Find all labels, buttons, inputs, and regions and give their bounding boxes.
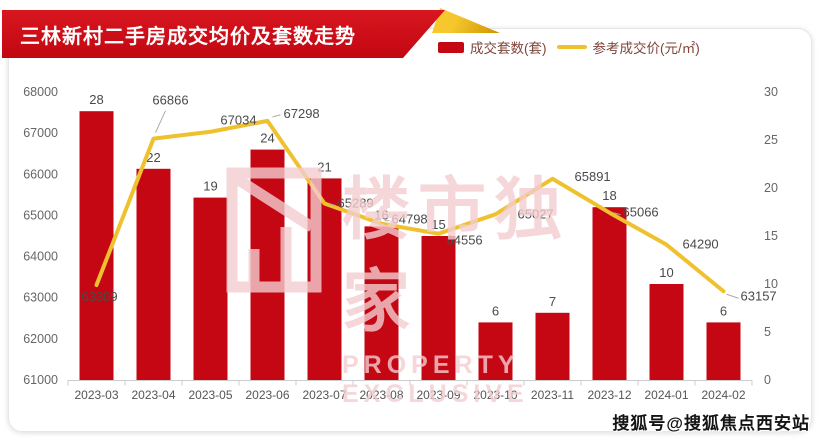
chart-title: 三林新村二手房成交均价及套数走势 xyxy=(20,25,356,48)
bar-label-2023-10: 6 xyxy=(492,303,499,318)
right-axis-tick: 30 xyxy=(764,85,778,99)
right-axis-tick: 25 xyxy=(764,133,778,147)
price-label-2023-03: 63309 xyxy=(81,289,117,304)
bar-label-2023-05: 19 xyxy=(203,179,217,194)
price-label-leader xyxy=(726,293,739,299)
account-watermark: 搜狐号@搜狐焦点西安站 xyxy=(612,414,810,433)
bar-label-2023-11: 7 xyxy=(549,294,556,309)
price-label-leader xyxy=(155,110,166,133)
bar-2023-09 xyxy=(421,236,456,380)
x-axis-label: 2024-01 xyxy=(644,388,688,402)
bar-2023-12 xyxy=(592,207,627,380)
price-label-2023-07: 65289 xyxy=(338,196,374,211)
title-banner: 三林新村二手房成交均价及套数走势 xyxy=(2,10,445,58)
bar-label-2023-09: 15 xyxy=(431,217,445,232)
right-axis-tick: 5 xyxy=(764,325,771,339)
price-line xyxy=(94,118,726,294)
legend-item-bar-series[interactable]: 成交套数(套) xyxy=(438,37,547,57)
right-axis-tick: 15 xyxy=(764,229,778,243)
price-label-2023-06: 67298 xyxy=(284,106,320,121)
bar-label-2024-02: 6 xyxy=(720,303,727,318)
x-axis-label: 2024-02 xyxy=(701,388,745,402)
price-label-2024-01: 64290 xyxy=(683,237,719,252)
price-label-2023-09: 64556 xyxy=(447,233,483,248)
x-axis-label: 2023-06 xyxy=(245,388,289,402)
x-axis-label: 2023-10 xyxy=(473,388,517,402)
price-label-2023-05: 67034 xyxy=(220,113,256,128)
x-axis-label: 2023-12 xyxy=(587,388,631,402)
bar-label-2023-07: 21 xyxy=(317,159,331,174)
price-label-2023-10: 65027 xyxy=(518,206,554,221)
line-series-swatch-icon xyxy=(556,45,587,49)
bar-series-swatch-icon xyxy=(438,41,464,53)
price-label-leader xyxy=(272,114,281,118)
bar-label-2023-04: 22 xyxy=(146,150,160,165)
left-axis-tick: 63000 xyxy=(23,291,58,305)
left-axis-tick: 66000 xyxy=(23,167,58,181)
legend-bar-label: 成交套数(套) xyxy=(470,41,547,56)
x-axis-label: 2023-05 xyxy=(188,388,232,402)
left-axis-tick: 62000 xyxy=(23,332,58,346)
right-axis-tick: 10 xyxy=(764,277,778,291)
price-label-2023-12: 65066 xyxy=(623,205,659,220)
bar-label-2023-08: 16 xyxy=(374,207,388,222)
bar-2023-06 xyxy=(250,149,285,380)
legend: 成交套数(套) 参考成交价(元/㎡) xyxy=(438,37,700,57)
x-axis-label: 2023-04 xyxy=(131,388,175,402)
bar-label-2023-03: 28 xyxy=(89,92,103,107)
left-axis-tick: 68000 xyxy=(23,85,58,99)
bar-2023-08 xyxy=(364,226,399,380)
x-axis-label: 2023-11 xyxy=(531,388,574,402)
left-axis-tick: 61000 xyxy=(23,373,58,387)
price-label-2023-11: 65891 xyxy=(575,169,611,184)
right-axis-tick: 20 xyxy=(764,181,778,195)
bar-2024-01 xyxy=(649,284,684,380)
bar-label-2023-12: 18 xyxy=(602,188,616,203)
price-label-2024-02: 63157 xyxy=(741,288,777,303)
right-axis-tick: 0 xyxy=(764,373,771,387)
x-axis-label: 2023-08 xyxy=(359,388,403,402)
bar-2023-04 xyxy=(136,168,171,380)
bar-label-2023-06: 24 xyxy=(260,131,274,146)
x-axis-label: 2023-09 xyxy=(416,388,460,402)
legend-line-label: 参考成交价(元/㎡) xyxy=(592,41,700,56)
price-label-leader xyxy=(328,203,336,207)
bar-2023-10 xyxy=(478,322,513,380)
left-axis-tick: 64000 xyxy=(23,250,58,264)
bar-2023-03 xyxy=(79,111,114,380)
bar-2023-05 xyxy=(193,197,228,380)
legend-item-line-series[interactable]: 参考成交价(元/㎡) xyxy=(556,37,700,57)
left-axis-tick: 67000 xyxy=(23,126,58,140)
price-label-2023-04: 66866 xyxy=(152,93,188,108)
price-label-leader xyxy=(613,212,621,216)
bar-2024-02 xyxy=(706,322,741,380)
price-label-2023-08: 64798 xyxy=(392,212,428,227)
x-axis-label: 2023-07 xyxy=(302,388,346,402)
x-axis-label: 2023-03 xyxy=(74,388,118,402)
bar-label-2024-01: 10 xyxy=(659,265,673,280)
left-axis-tick: 65000 xyxy=(23,208,58,222)
bar-2023-11 xyxy=(535,312,570,380)
